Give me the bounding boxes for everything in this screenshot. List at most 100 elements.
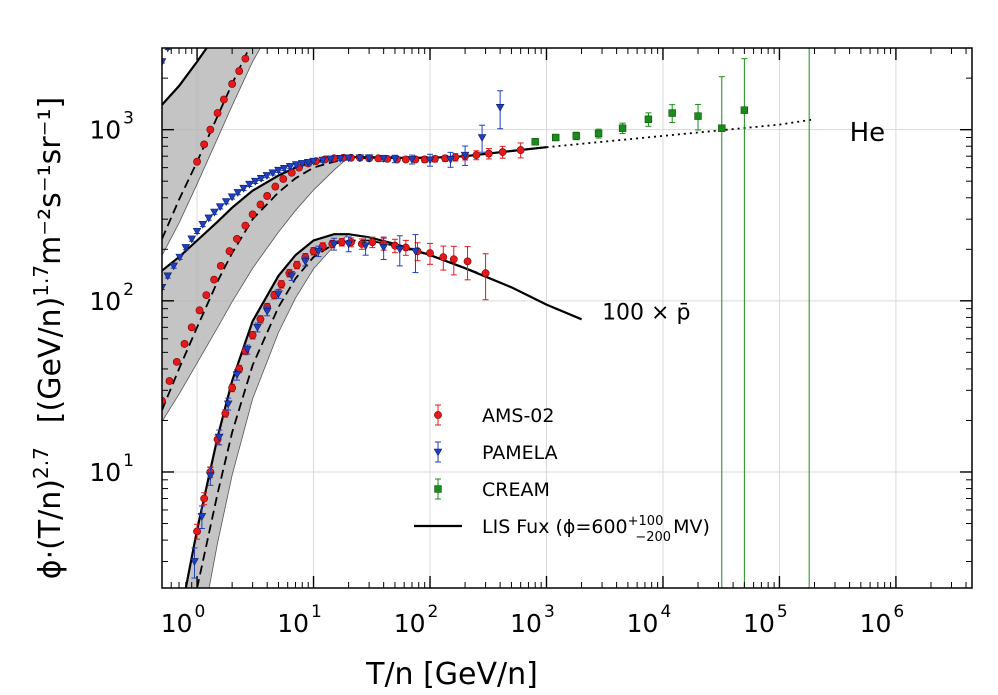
marker-circle (516, 146, 525, 154)
data-point-triangle-down (198, 220, 208, 229)
data-point-square (668, 104, 676, 124)
data-point-circle (484, 148, 493, 160)
legend-label: AMS-02 (482, 405, 554, 427)
marker-circle (498, 148, 507, 156)
marker-triangle (274, 290, 283, 299)
data-point-square (618, 122, 627, 135)
marker-circle (206, 125, 215, 134)
y-label-exp: 2.7 (29, 447, 53, 479)
data-point-triangle-down (318, 156, 328, 165)
data-point-triangle-down (379, 154, 388, 163)
legend-entry: CREAM (434, 478, 550, 501)
marker-triangle (379, 155, 388, 163)
marker-circle (210, 275, 218, 284)
data-point-triangle-down (411, 234, 420, 274)
data-point-square (718, 76, 726, 588)
marker-triangle (232, 371, 242, 380)
marker-triangle (190, 558, 199, 566)
marker-circle (249, 40, 256, 47)
data-point-triangle-down (274, 288, 283, 299)
marker-circle (216, 261, 225, 270)
data-point-triangle-down (460, 145, 470, 166)
marker-circle (270, 5, 277, 12)
data-point-triangle-down (187, 235, 197, 244)
data-point-circle (293, 260, 301, 270)
curve-pbar-lis-upper- (184, 233, 583, 588)
data-point-circle (221, 409, 230, 418)
marker-square (694, 112, 702, 120)
data-point-circle (172, 357, 181, 366)
data-point-triangle-down (477, 124, 487, 153)
marker-circle (449, 255, 458, 264)
x-axis-label: T/n [GeV/n] (365, 657, 538, 692)
marker-triangle (197, 513, 207, 521)
data-point-circle (200, 492, 209, 506)
data-point-triangle-down (446, 151, 455, 168)
data-point-triangle-down (291, 161, 301, 170)
y-label-units-tail: m⁻²s⁻¹sr⁻¹] (33, 97, 68, 265)
data-point-circle (401, 239, 410, 256)
y-tick-label: 10 2 (89, 280, 134, 316)
data-point-circle (162, 397, 166, 405)
data-point-circle (426, 242, 434, 265)
marker-triangle (326, 155, 335, 164)
data-point-circle (401, 155, 410, 164)
x-tick-label: 10 1 (277, 602, 322, 638)
marker-triangle (253, 324, 262, 332)
data-point-circle (180, 340, 189, 348)
axis-ticks: 100101102103104105106101102103104 (89, 48, 972, 638)
data-point-triangle-down (192, 227, 202, 236)
marker-triangle (309, 157, 318, 166)
data-point-circle (368, 236, 377, 249)
svg-text:ϕ·(T/n)2.7[(GeV/n)1.7m⁻²s⁻¹sr⁻: ϕ·(T/n)2.7 [(GeV/n)1.7m⁻²s⁻¹sr⁻¹] (29, 97, 68, 579)
marker-circle (228, 383, 237, 392)
marker-circle (162, 397, 166, 405)
marker-circle (248, 210, 257, 219)
marker-circle (213, 109, 222, 117)
marker-circle (220, 95, 228, 104)
data-point-triangle-down (279, 164, 289, 173)
data-point-square (531, 138, 539, 146)
data-point-triangle-down (287, 270, 297, 281)
data-point-circle (202, 291, 211, 300)
series-label: He (850, 118, 886, 148)
marker-square (668, 109, 676, 117)
marker-square (618, 124, 627, 132)
data-point-circle (449, 245, 458, 276)
data-point-triangle-down (326, 155, 335, 164)
data-point-circle (279, 175, 288, 183)
marker-triangle (175, 253, 185, 262)
y-label-units: [(GeV/n) (33, 297, 68, 423)
marker-triangle (390, 155, 400, 164)
data-point-circle (228, 383, 237, 393)
data-points (162, 5, 810, 588)
data-point-triangle-down (221, 198, 231, 207)
marker-triangle (268, 169, 278, 178)
marker-circle (257, 27, 264, 34)
data-point-triangle-down (355, 154, 365, 163)
marker-triangle (279, 164, 289, 173)
marker-triangle (477, 134, 487, 142)
data-point-square (808, 48, 810, 588)
data-point-triangle-down (176, 18, 184, 25)
data-point-triangle-down (175, 253, 185, 262)
curve-he-extrapolation (546, 118, 815, 149)
marker-circle (401, 243, 410, 252)
y-tick-label: 10 1 (89, 451, 134, 487)
marker-circle (264, 14, 271, 21)
data-point-triangle-down (223, 397, 233, 411)
marker-circle (439, 253, 448, 262)
marker-circle (165, 377, 174, 385)
data-point-circle (472, 150, 481, 161)
uncertainty-band (162, 48, 261, 256)
legend-entry: PAMELA (433, 441, 558, 464)
data-point-circle (248, 331, 257, 340)
data-point-circle (287, 168, 296, 177)
data-point-triangle-down (364, 154, 374, 163)
marker-circle (277, 280, 286, 289)
data-point-circle (337, 238, 346, 247)
data-point-triangle-down (395, 235, 405, 267)
x-tick-label: 10 2 (394, 602, 439, 638)
marker-triangle (411, 247, 420, 256)
